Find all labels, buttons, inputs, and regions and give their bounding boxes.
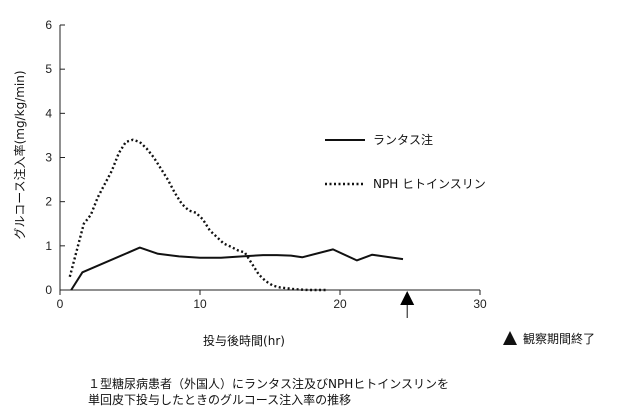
x-ticks: 0 10 20 30 <box>57 290 487 311</box>
series-line-1 <box>70 246 404 291</box>
y-tick-label: 0 <box>45 283 52 297</box>
x-tick-label: 0 <box>57 297 64 311</box>
legend-label-1: ランタス注 <box>373 132 433 147</box>
y-tick-label: 1 <box>45 239 52 253</box>
x-axis-label: 投与後時間(hr) <box>203 333 285 348</box>
end-marker <box>400 291 415 318</box>
legend-label-2: NPH ヒトインスリン <box>373 177 486 191</box>
triangle-marker-icon <box>503 331 517 345</box>
series-group <box>68 138 404 292</box>
figure-caption: １型糖尿病患者（外国人）にランタス注及びNPHヒトインスリンを 単回皮下投与した… <box>88 376 608 408</box>
y-tick-label: 4 <box>45 106 52 120</box>
caption-line-2: 単回皮下投与したときのグルコース注入率の推移 <box>88 393 352 407</box>
observation-end-note: 観察期間終了 <box>503 330 595 347</box>
y-tick-label: 3 <box>45 151 52 165</box>
y-tick-label: 6 <box>45 18 52 32</box>
y-axis-label: グルコース注入率(mg/kg/min) <box>12 70 27 239</box>
legend: ランタス注 NPH ヒトインスリン <box>325 132 486 191</box>
chart: 0 1 2 3 4 5 6 0 10 20 30 ランタス注 NPH ヒトインスリン 投与後時間(h… <box>12 18 487 348</box>
observation-end-label: 観察期間終了 <box>523 332 596 346</box>
axes <box>59 25 480 291</box>
end-marker-triangle <box>400 291 415 305</box>
caption-line-1: １型糖尿病患者（外国人）にランタス注及びNPHヒトインスリンを <box>88 377 449 391</box>
series-line-2 <box>68 138 326 292</box>
x-tick-label: 10 <box>193 297 207 311</box>
y-tick-label: 5 <box>45 62 52 76</box>
x-tick-label: 30 <box>473 297 487 311</box>
x-tick-label: 20 <box>333 297 347 311</box>
y-tick-label: 2 <box>45 195 52 209</box>
y-ticks: 0 1 2 3 4 5 6 <box>45 18 65 297</box>
